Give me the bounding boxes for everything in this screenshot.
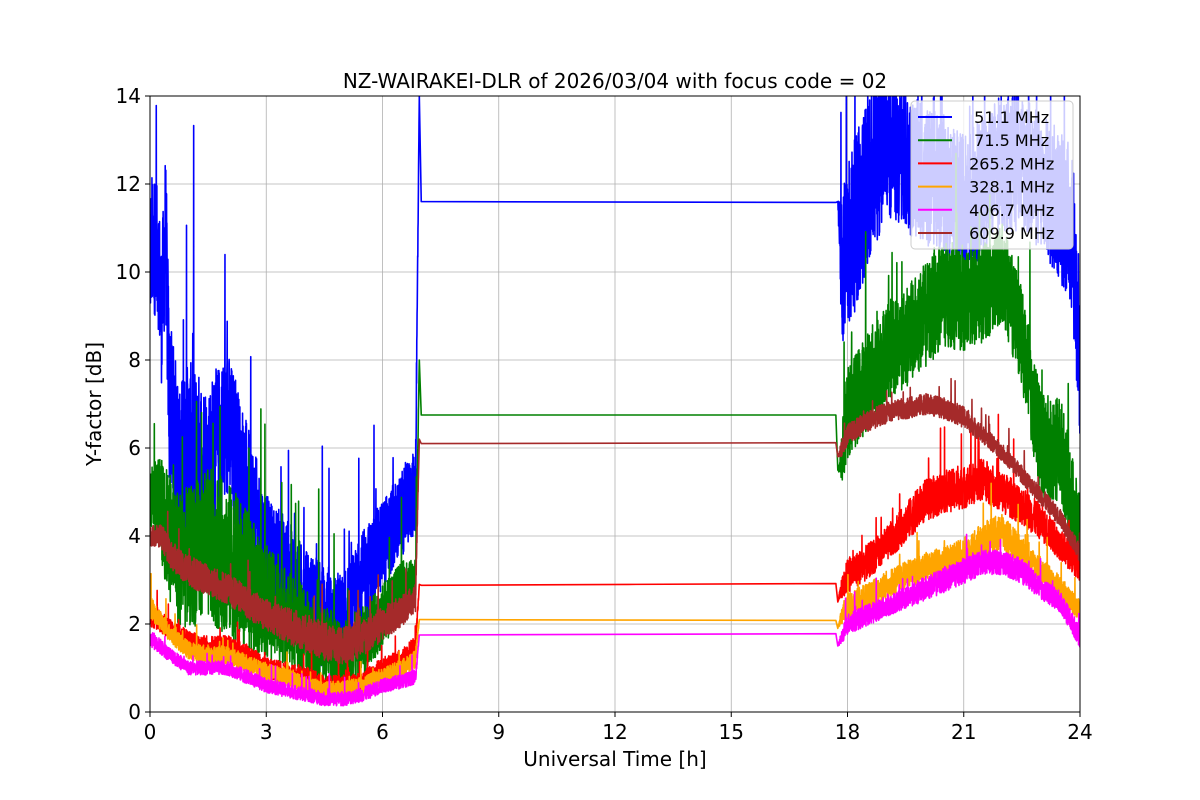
- y-tick-label: 6: [128, 436, 141, 460]
- y-tick-label: 10: [116, 260, 141, 284]
- legend-label: 51.1 MHz: [964, 108, 1049, 127]
- y-axis-label: Y-factor [dB]: [82, 342, 106, 467]
- x-tick-label: 6: [376, 720, 389, 744]
- x-tick-label: 9: [492, 720, 505, 744]
- x-tick-label: 18: [835, 720, 860, 744]
- x-tick-label: 21: [951, 720, 976, 744]
- y-tick-label: 12: [116, 172, 141, 196]
- y-tick-label: 8: [128, 348, 141, 372]
- y-axis-ticks: 0 2 4 6 8 10 12 14: [116, 84, 150, 724]
- x-tick-label: 0: [144, 720, 157, 744]
- series-line: [150, 377, 1080, 665]
- series-line: [150, 533, 1080, 707]
- legend-label: 265.2 MHz: [964, 154, 1054, 173]
- legend-label: 328.1 MHz: [964, 178, 1054, 197]
- y-tick-label: 0: [128, 700, 141, 724]
- x-axis-ticks: 0 3 6 9 12 15 18 21 24: [144, 712, 1093, 744]
- x-tick-label: 24: [1067, 720, 1092, 744]
- x-tick-label: 3: [260, 720, 273, 744]
- y-tick-label: 2: [128, 612, 141, 636]
- legend-box: [910, 100, 1074, 250]
- chart-title: NZ-WAIRAKEI-DLR of 2026/03/04 with focus…: [343, 69, 887, 93]
- legend-label: 406.7 MHz: [964, 201, 1054, 220]
- y-tick-label: 4: [128, 524, 141, 548]
- legend: 51.1 MHz 71.5 MHz 265.2 MHz 328.1 MHz 40…: [910, 100, 1074, 250]
- x-tick-label: 12: [602, 720, 627, 744]
- x-tick-label: 15: [719, 720, 744, 744]
- y-tick-label: 14: [116, 84, 141, 108]
- legend-label: 609.9 MHz: [964, 224, 1054, 243]
- legend-label: 71.5 MHz: [964, 131, 1049, 150]
- x-axis-label: Universal Time [h]: [523, 747, 706, 771]
